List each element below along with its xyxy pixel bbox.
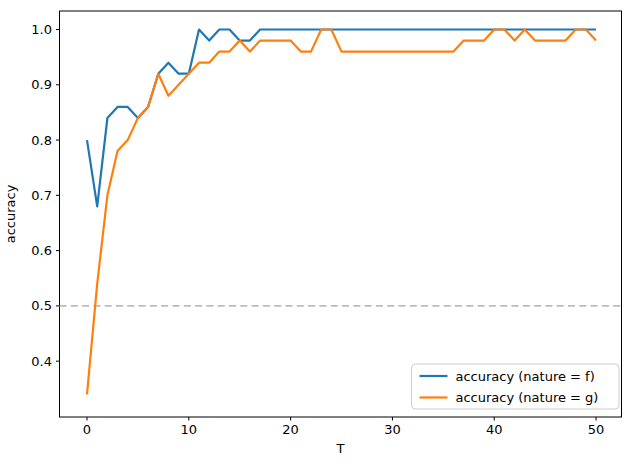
x-tick-label: 20: [282, 422, 299, 437]
legend-label-f: accuracy (nature = f): [456, 369, 595, 384]
line-chart: 0 10 20 30 40 50 0.4 0.5 0.6 0.7 0.8 0.9 1.0 T accu…: [0, 0, 630, 470]
y-tick-label: 0.4: [31, 354, 52, 369]
legend-label-g: accuracy (nature = g): [456, 390, 599, 405]
x-tick-label: 50: [588, 422, 605, 437]
x-tick-label: 40: [486, 422, 503, 437]
legend: accuracy (nature = f) accuracy (nature =…: [412, 364, 620, 409]
y-axis-ticks: 0.4 0.5 0.6 0.7 0.8 0.9 1.0: [31, 22, 59, 369]
y-tick-label: 1.0: [31, 22, 52, 37]
y-tick-label: 0.6: [31, 243, 52, 258]
y-tick-label: 0.5: [31, 298, 52, 313]
y-tick-label: 0.7: [31, 188, 52, 203]
x-axis-label: T: [336, 441, 345, 456]
x-tick-label: 0: [83, 422, 91, 437]
y-axis-label: accuracy: [3, 184, 18, 243]
matplotlib-figure: 0 10 20 30 40 50 0.4 0.5 0.6 0.7 0.8 0.9 1.0 T accu…: [0, 0, 630, 470]
y-tick-label: 0.8: [31, 133, 52, 148]
x-axis-ticks: 0 10 20 30 40 50: [83, 417, 604, 437]
x-tick-label: 30: [384, 422, 401, 437]
plot-area: [60, 11, 622, 417]
x-tick-label: 10: [181, 422, 198, 437]
y-tick-label: 0.9: [31, 77, 52, 92]
